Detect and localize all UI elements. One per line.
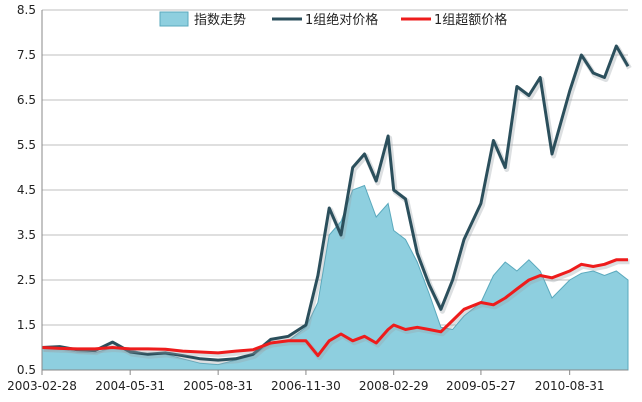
y-tick-label: 5.5 [17,138,36,152]
x-tick-label: 2008-02-29 [359,379,429,393]
gridlines [42,9,628,371]
x-tick-label: 2009-05-27 [446,379,516,393]
x-tick-label: 2006-11-30 [271,379,341,393]
y-tick-label: 1.5 [17,318,36,332]
y-tick-label: 0.5 [17,363,36,377]
series-index-area [41,184,629,371]
legend-label-excess: 1组超额价格 [434,12,507,28]
x-tick-label: 2004-05-31 [95,379,165,393]
legend-label-index: 指数走势 [194,12,246,28]
x-axis-ticks: 2003-02-28 2004-05-31 2005-08-31 2006-11-30… [7,370,605,393]
x-tick-label: 2010-08-31 [535,379,605,393]
x-tick-label: 2005-08-31 [183,379,253,393]
series-excess-price [41,258,628,358]
x-tick-label: 2003-02-28 [7,379,77,393]
series-absolute-price [41,44,630,362]
legend-label-absolute: 1组绝对价格 [305,12,378,28]
series-excess-price-shadow [43,259,630,361]
legend: 指数走势 1组绝对价格 1组超额价格 [159,11,507,28]
index-area-layer [41,184,629,371]
y-tick-label: 7.5 [17,48,36,62]
legend-swatch-index [159,11,189,27]
y-tick-label: 3.5 [17,228,36,242]
y-tick-label: 6.5 [17,93,36,107]
y-tick-label: 4.5 [17,183,36,197]
line-series-layer [41,44,632,365]
y-tick-label: 8.5 [17,3,36,17]
axes [41,10,628,371]
y-axis-ticks: 0.5 1.5 2.5 3.5 4.5 5.5 6.5 7.5 8.5 [17,3,36,377]
y-tick-label: 2.5 [17,273,36,287]
